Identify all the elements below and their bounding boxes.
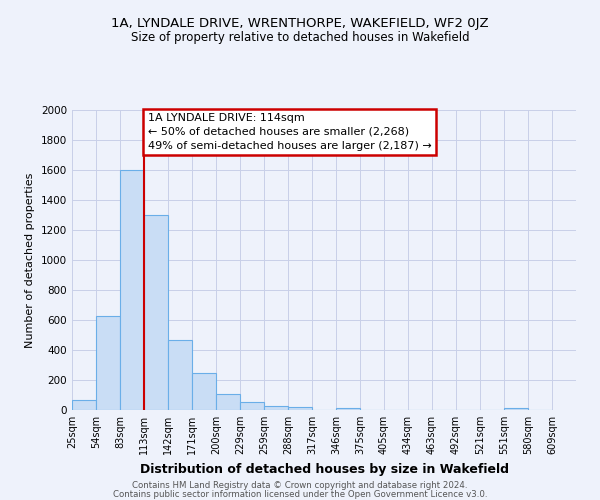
Bar xyxy=(144,215,168,410)
X-axis label: Distribution of detached houses by size in Wakefield: Distribution of detached houses by size … xyxy=(139,462,509,475)
Bar xyxy=(288,407,312,410)
Bar xyxy=(336,408,360,410)
Text: Contains public sector information licensed under the Open Government Licence v3: Contains public sector information licen… xyxy=(113,490,487,499)
Bar xyxy=(96,316,120,410)
Bar xyxy=(192,372,216,410)
Text: Size of property relative to detached houses in Wakefield: Size of property relative to detached ho… xyxy=(131,32,469,44)
Bar xyxy=(264,406,288,410)
Text: 1A LYNDALE DRIVE: 114sqm
← 50% of detached houses are smaller (2,268)
49% of sem: 1A LYNDALE DRIVE: 114sqm ← 50% of detach… xyxy=(148,113,431,151)
Y-axis label: Number of detached properties: Number of detached properties xyxy=(25,172,35,348)
Bar xyxy=(120,170,144,410)
Text: 1A, LYNDALE DRIVE, WRENTHORPE, WAKEFIELD, WF2 0JZ: 1A, LYNDALE DRIVE, WRENTHORPE, WAKEFIELD… xyxy=(111,18,489,30)
Text: Contains HM Land Registry data © Crown copyright and database right 2024.: Contains HM Land Registry data © Crown c… xyxy=(132,481,468,490)
Bar xyxy=(240,402,264,410)
Bar xyxy=(168,340,192,410)
Bar xyxy=(216,394,240,410)
Bar xyxy=(504,408,528,410)
Bar xyxy=(72,400,96,410)
